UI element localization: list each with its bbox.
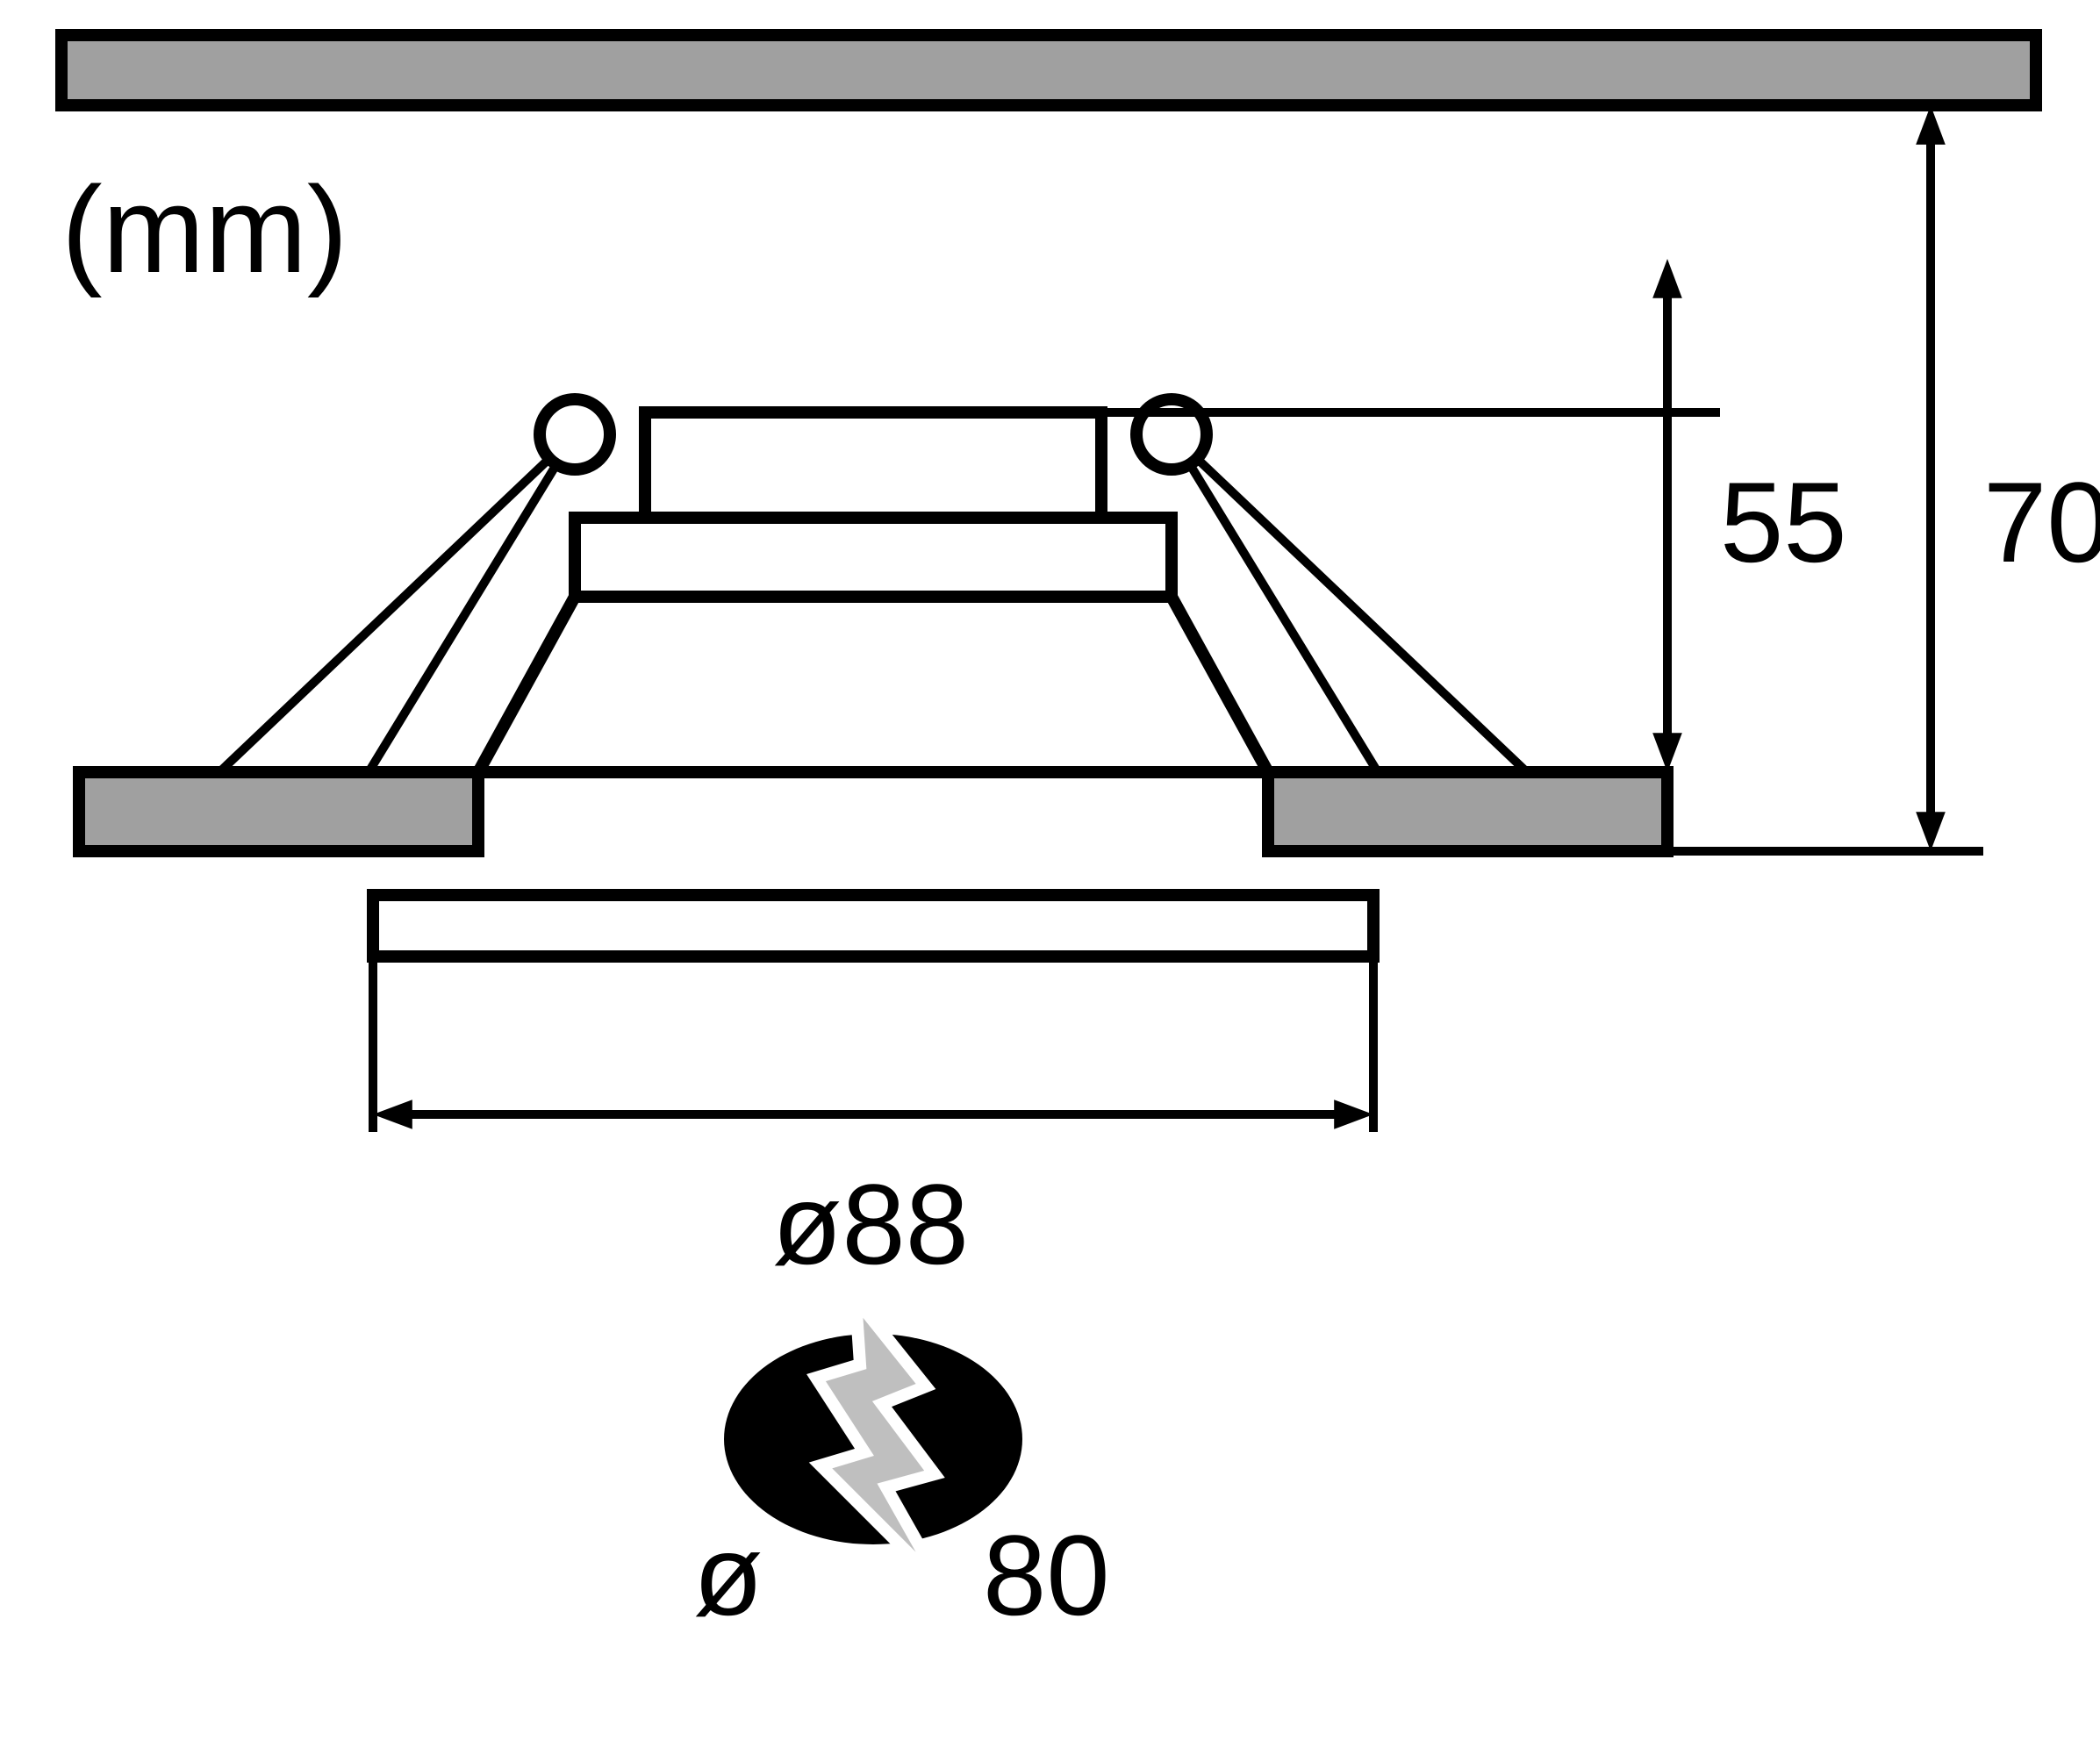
dim-80-text: 80 (983, 1511, 1110, 1639)
spring-pivot-left (540, 399, 610, 469)
dim-55-text: 55 (1720, 458, 1847, 586)
ceiling-bar (61, 35, 2036, 105)
body-taper (478, 597, 1268, 772)
mount-plate-left (79, 772, 478, 851)
diagram-canvas: (mm) 55 70 ø88 ø 80 (0, 0, 2100, 1755)
body-top (645, 412, 1101, 518)
arrowhead (1652, 259, 1682, 298)
diagram-svg: (mm) 55 70 ø88 ø 80 (0, 0, 2100, 1755)
arrowhead (373, 1100, 412, 1129)
unit-label: (mm) (61, 161, 348, 298)
mount-plate-right (1268, 772, 1667, 851)
arrowhead (1916, 812, 1946, 851)
arrowhead (1334, 1100, 1373, 1129)
dim-70-text: 70 (1983, 458, 2100, 586)
dim-88-text: ø88 (772, 1160, 969, 1288)
body-mid (575, 518, 1172, 597)
dim-80-prefix: ø (693, 1511, 763, 1639)
flange (373, 895, 1373, 956)
